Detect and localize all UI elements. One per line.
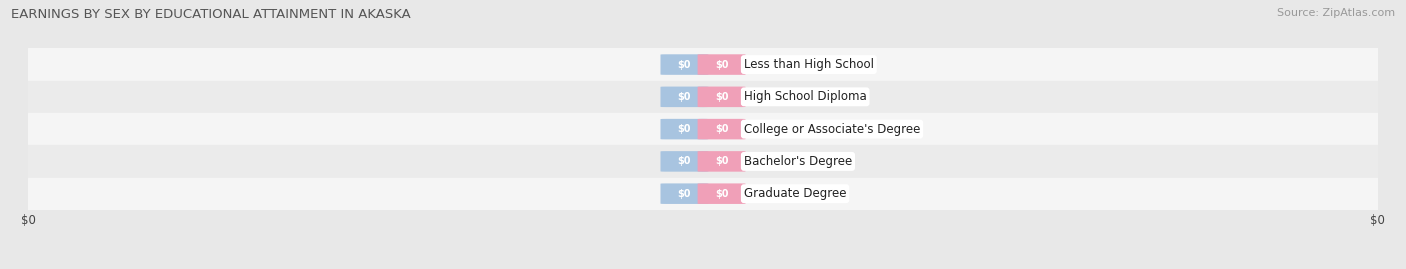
FancyBboxPatch shape [697,183,745,204]
Text: $0: $0 [678,156,692,167]
Text: $0: $0 [678,92,692,102]
Text: EARNINGS BY SEX BY EDUCATIONAL ATTAINMENT IN AKASKA: EARNINGS BY SEX BY EDUCATIONAL ATTAINMEN… [11,8,411,21]
Text: Bachelor's Degree: Bachelor's Degree [744,155,852,168]
FancyBboxPatch shape [697,87,745,107]
Text: $0: $0 [714,124,728,134]
Bar [28,113,1378,145]
FancyBboxPatch shape [697,151,745,172]
Text: $0: $0 [714,92,728,102]
FancyBboxPatch shape [697,54,745,75]
Text: Source: ZipAtlas.com: Source: ZipAtlas.com [1277,8,1395,18]
FancyBboxPatch shape [697,119,745,139]
Bar [28,178,1378,210]
FancyBboxPatch shape [661,119,709,139]
FancyBboxPatch shape [661,54,709,75]
FancyBboxPatch shape [661,151,709,172]
Text: Less than High School: Less than High School [744,58,875,71]
Text: Graduate Degree: Graduate Degree [744,187,846,200]
Bar [28,48,1378,81]
Text: $0: $0 [678,189,692,199]
Text: $0: $0 [678,59,692,70]
Text: $0: $0 [678,124,692,134]
Text: $0: $0 [714,59,728,70]
FancyBboxPatch shape [661,87,709,107]
Text: $0: $0 [714,156,728,167]
FancyBboxPatch shape [661,183,709,204]
Bar [28,145,1378,178]
Bar [28,81,1378,113]
Text: College or Associate's Degree: College or Associate's Degree [744,123,920,136]
Text: $0: $0 [714,189,728,199]
Text: High School Diploma: High School Diploma [744,90,866,103]
